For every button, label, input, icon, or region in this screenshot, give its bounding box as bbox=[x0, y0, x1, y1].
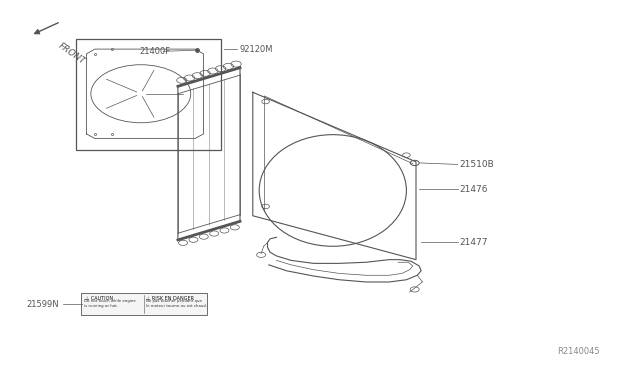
Text: 21510B: 21510B bbox=[460, 160, 494, 169]
FancyBboxPatch shape bbox=[81, 293, 207, 315]
Text: ⚠ CAUTION: ⚠ CAUTION bbox=[85, 296, 113, 301]
Text: R2140045: R2140045 bbox=[557, 347, 600, 356]
Text: Do not touch while engine
is running or hot.: Do not touch while engine is running or … bbox=[84, 299, 136, 308]
Bar bbox=[76, 39, 221, 150]
Text: 21400F: 21400F bbox=[140, 47, 171, 56]
Text: ⚠ RISK EN DANGER: ⚠ RISK EN DANGER bbox=[146, 296, 194, 301]
Text: FRONT: FRONT bbox=[56, 42, 86, 67]
Text: Ne pas toucher pendant que
le moteur tourne ou est chaud.: Ne pas toucher pendant que le moteur tou… bbox=[146, 299, 207, 308]
Text: 21476: 21476 bbox=[460, 185, 488, 194]
Text: 21477: 21477 bbox=[460, 238, 488, 247]
Text: 21599N: 21599N bbox=[27, 300, 60, 309]
Text: 92120M: 92120M bbox=[240, 45, 273, 54]
